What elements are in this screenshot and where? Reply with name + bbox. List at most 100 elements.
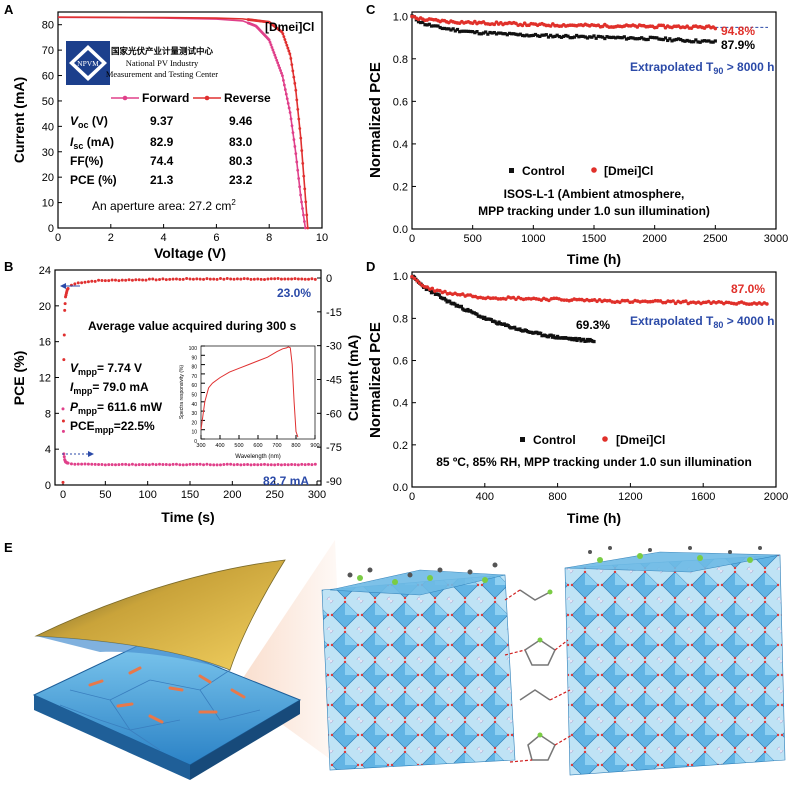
data-point-forward — [292, 138, 296, 141]
data-point-control — [416, 20, 421, 24]
crystal-structure-right — [564, 546, 786, 776]
data-point-control — [477, 32, 481, 36]
data-point-pce — [61, 419, 65, 423]
data-point-pce — [134, 278, 138, 282]
data-point-current — [61, 407, 65, 411]
data-point-control — [501, 32, 505, 36]
panel-c: C 0.0 0.2 0.4 0.6 0.8 1.0 0 500 1000 1500 2000 250… — [366, 2, 788, 267]
data-point-pce — [83, 280, 87, 284]
test-condition-2: MPP tracking under 1.0 sun illumination) — [478, 204, 710, 218]
data-point-control — [633, 37, 637, 41]
data-point-pce — [62, 333, 66, 337]
data-point-control — [475, 30, 479, 34]
data-point-forward — [287, 106, 291, 110]
data-point-control — [707, 39, 711, 43]
data-point-reverse — [282, 35, 286, 38]
y-tick-label: -90 — [326, 476, 342, 488]
data-point-control — [475, 312, 479, 316]
data-point-control — [499, 31, 503, 35]
y-ticks-right-b: 0 -15 -30 -45 -60 -75 -90 — [317, 273, 342, 488]
data-point-pce — [100, 279, 104, 283]
data-point-current — [168, 463, 172, 467]
data-point-forward — [299, 193, 302, 197]
series-label-dmei-a: [Dmei]Cl — [265, 20, 314, 34]
legend-label-forward: Forward — [142, 91, 189, 105]
data-point-control — [453, 302, 457, 306]
data-point-forward — [278, 66, 281, 70]
data-point-pce — [61, 480, 65, 484]
svg-text:PCE (%): PCE (%) — [70, 173, 117, 187]
data-point-control — [539, 331, 543, 335]
data-point-current — [279, 463, 283, 467]
data-point-control — [681, 39, 685, 43]
data-point-current — [242, 463, 246, 467]
data-point-current — [246, 463, 250, 467]
data-point-control — [685, 38, 689, 43]
data-point-control — [598, 35, 603, 39]
data-point-dmei — [539, 298, 544, 302]
data-point-current — [269, 463, 273, 467]
data-point-control — [496, 322, 500, 326]
data-point-dmei — [671, 299, 675, 303]
y-tick-label: 1.0 — [393, 271, 408, 283]
data-point-current — [300, 462, 304, 466]
y-tick-label: 8 — [45, 408, 51, 420]
data-point-forward — [297, 177, 301, 180]
data-point-control — [451, 27, 455, 31]
aperture-area: An aperture area: 27.2 cm2 — [92, 198, 236, 213]
organic-ligands-right — [588, 546, 762, 554]
crystal-structure-left — [321, 562, 516, 771]
data-point-reverse — [287, 49, 291, 53]
pce-end-label: 23.0% — [277, 286, 311, 300]
data-point-forward — [295, 160, 299, 164]
data-point-control — [594, 36, 598, 40]
data-point-dmei — [417, 281, 422, 285]
inset-x-label: Wavelength (nm) — [235, 454, 280, 460]
data-point-control — [659, 37, 663, 41]
data-point-dmei — [511, 295, 516, 300]
data-point-control — [510, 32, 514, 36]
legend-label-control: Control — [522, 164, 565, 178]
data-point-pce — [124, 278, 128, 282]
current-end-label: 82.7 mA — [263, 474, 309, 488]
data-point-control — [552, 334, 556, 338]
data-point-pce — [266, 277, 270, 281]
y-tick-label: 40 — [191, 402, 197, 408]
data-point-current — [93, 462, 97, 466]
table-cell-reverse: 83.0 — [229, 135, 253, 149]
data-point-current — [80, 462, 84, 466]
data-point-forward — [296, 168, 300, 172]
data-point-current — [141, 462, 145, 466]
data-point-control — [423, 23, 427, 27]
data-point-reverse — [283, 38, 287, 41]
data-point-reverse — [305, 213, 309, 217]
data-point-pce — [137, 278, 141, 282]
data-point-current — [286, 463, 290, 467]
data-point-pce — [222, 277, 226, 281]
data-point-control — [674, 37, 678, 42]
panel-label-d: D — [366, 259, 375, 274]
data-point-current — [120, 462, 124, 466]
data-point-control — [687, 39, 691, 43]
y-tick-label: 80 — [191, 365, 197, 371]
extrapolated-d: Extrapolated T80 > 4000 h — [630, 314, 774, 330]
panel-e: E — [4, 540, 786, 780]
data-point-control — [616, 35, 620, 39]
y-tick-label: 20 — [42, 172, 54, 184]
data-point-dmei — [673, 301, 678, 306]
y-tick-label: 0.6 — [393, 96, 408, 108]
data-point-control — [437, 293, 441, 297]
data-point-pce — [103, 279, 107, 283]
data-point-reverse — [291, 69, 295, 73]
data-point-pce — [130, 278, 134, 282]
data-point-pce — [215, 277, 219, 281]
data-point-control — [460, 29, 464, 33]
table-cell-forward: 9.37 — [150, 114, 174, 128]
data-point-current — [86, 462, 90, 466]
data-point-control — [578, 337, 582, 341]
data-point-current — [232, 463, 236, 467]
data-point-pce — [86, 280, 90, 284]
data-point-pce — [293, 277, 297, 281]
data-point-forward — [286, 101, 290, 105]
